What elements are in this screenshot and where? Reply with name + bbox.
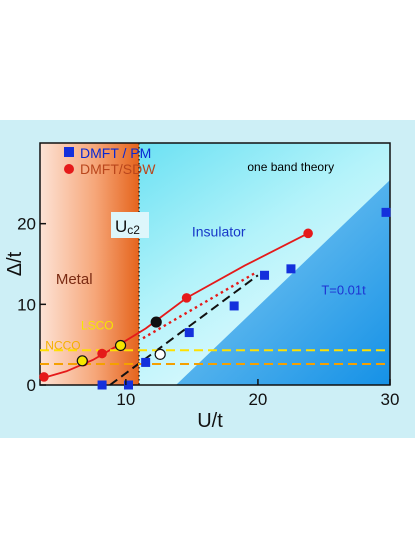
y-tick-label-0: 0 bbox=[27, 376, 36, 395]
uc2-text: Uc2 bbox=[115, 217, 140, 237]
y-axis-label: Δ/t bbox=[4, 251, 26, 276]
uc2-label-box bbox=[111, 212, 149, 238]
legend-label-sdw: DMFT/SDW bbox=[80, 161, 156, 177]
pm-point-1 bbox=[123, 380, 133, 390]
annotation-5: NCCO bbox=[45, 339, 80, 353]
points-layer bbox=[39, 207, 391, 390]
uc2-main: U bbox=[115, 217, 127, 236]
x-tick-label-0: 10 bbox=[116, 390, 135, 409]
marked-point-3 bbox=[154, 348, 166, 360]
marked-point-2 bbox=[150, 316, 162, 328]
line-dashed-2 bbox=[109, 274, 259, 386]
plot-frame bbox=[39, 142, 391, 386]
pm-point-7 bbox=[381, 207, 391, 217]
annotation-3: Metal bbox=[56, 271, 93, 288]
pm-point-6 bbox=[286, 264, 296, 274]
insulator-corner-shade bbox=[176, 180, 390, 385]
pm-point-5 bbox=[260, 270, 270, 280]
uc2-subscript: c2 bbox=[127, 223, 140, 237]
marked-point-1 bbox=[114, 339, 127, 352]
legend-marker-sdw bbox=[64, 164, 74, 174]
pm-point-2 bbox=[141, 357, 151, 367]
annotation-layer: one band theory Insulator T=0.01t Metal LSCO… bbox=[45, 160, 366, 352]
pm-point-4 bbox=[229, 301, 239, 311]
pm-point-3 bbox=[184, 328, 194, 338]
marked-point-0 bbox=[76, 355, 88, 367]
annotation-0: one band theory bbox=[247, 160, 334, 174]
x-tick-label-1: 20 bbox=[248, 390, 267, 409]
line-solid-0 bbox=[41, 232, 309, 380]
annotation-2: T=0.01t bbox=[321, 283, 366, 298]
legend-label-pm: DMFT / PM bbox=[80, 145, 151, 161]
x-axis-label: U/t bbox=[197, 410, 223, 432]
legend: DMFT / PM DMFT/SDW bbox=[64, 145, 156, 177]
x-tick-label-2: 30 bbox=[381, 390, 400, 409]
tick-layer: 10 20 30 0 10 20 bbox=[17, 215, 399, 409]
legend-marker-pm bbox=[64, 147, 74, 157]
sdw-point-4 bbox=[303, 228, 313, 239]
sdw-point-0 bbox=[39, 372, 49, 382]
line-layer bbox=[40, 232, 390, 386]
line-dotted-1 bbox=[142, 271, 256, 340]
pm-point-0 bbox=[97, 380, 107, 390]
annotation-1: Insulator bbox=[192, 224, 246, 240]
annotation-4: LSCO bbox=[81, 318, 114, 332]
sdw-point-2 bbox=[97, 348, 107, 359]
region-layer bbox=[40, 143, 390, 385]
y-tick-label-1: 10 bbox=[17, 295, 36, 314]
sdw-point-3 bbox=[181, 293, 192, 303]
y-tick-label-2: 20 bbox=[17, 215, 36, 234]
uc2-label: Uc2 bbox=[111, 212, 149, 238]
